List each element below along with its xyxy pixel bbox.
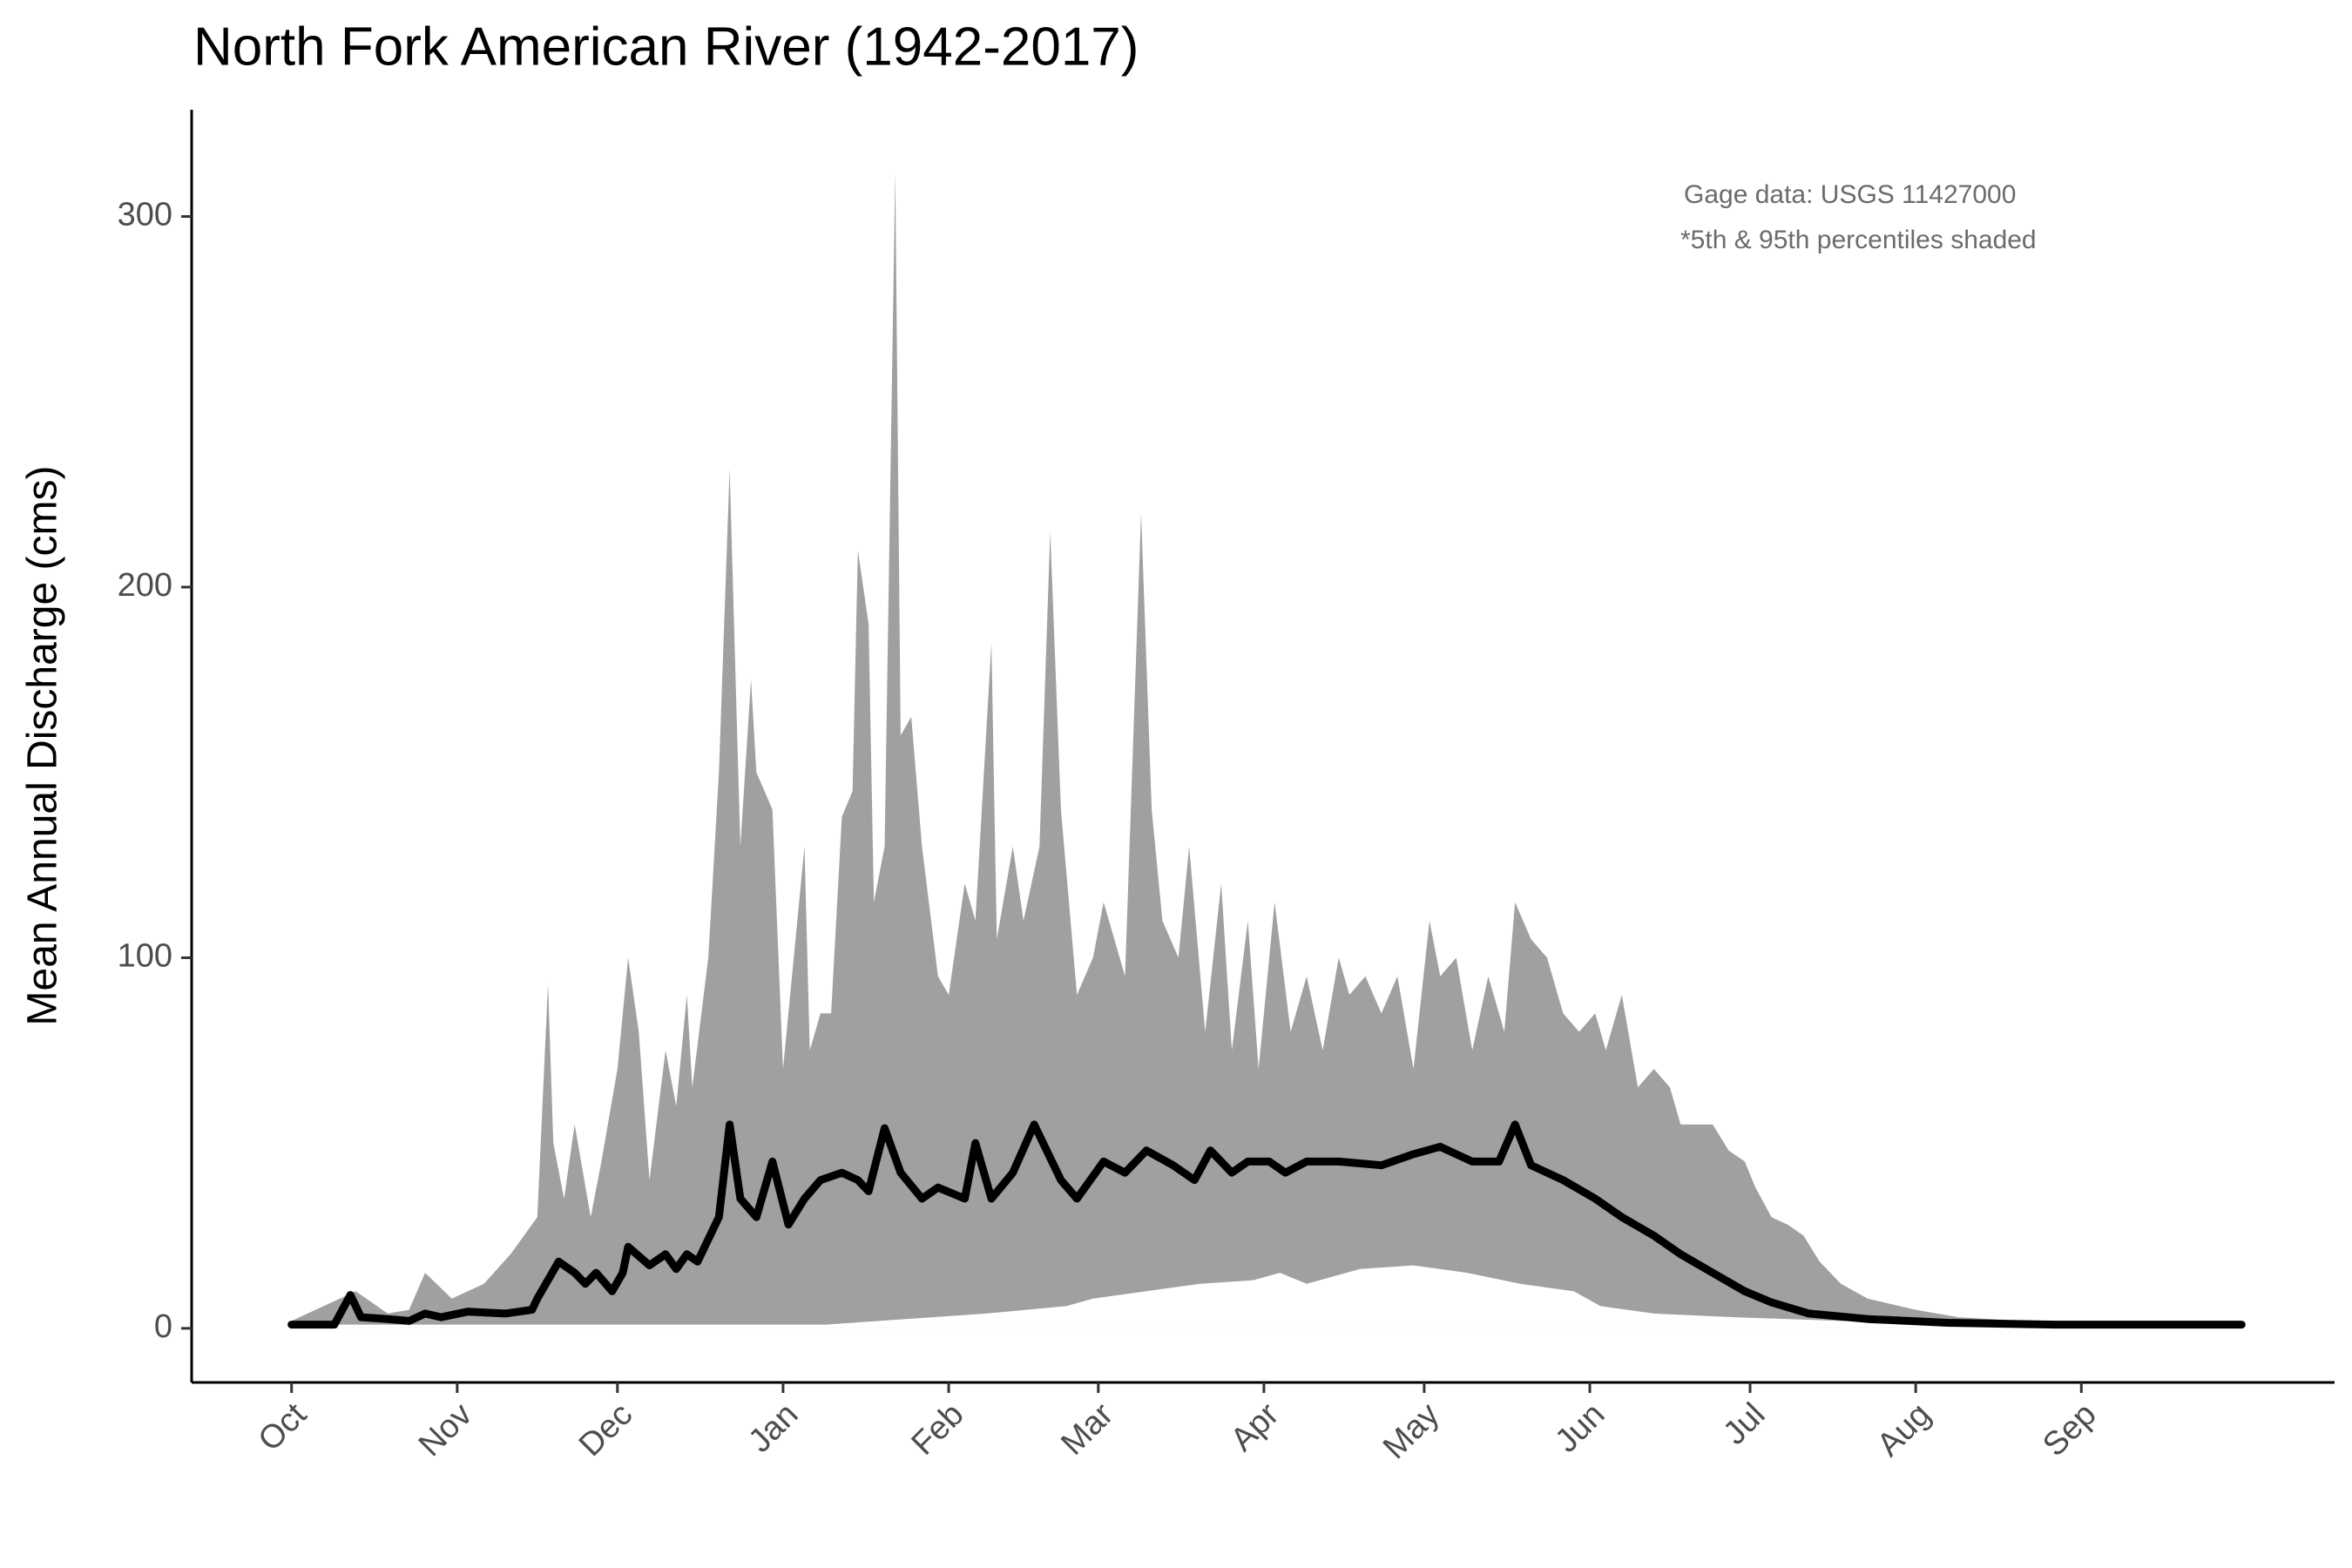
area	[291, 1265, 2242, 1328]
annotation: *5th & 95th percentiles shaded	[1680, 226, 2037, 254]
y-tick-label: 100	[118, 937, 172, 974]
area	[291, 172, 2242, 1328]
annotation: Gage data: USGS 11427000	[1684, 180, 2016, 209]
y-tick-label: 200	[118, 567, 172, 604]
chart-title: North Fork American River (1942-2017)	[193, 17, 1139, 77]
y-axis-label: Mean Annual Discharge (cms)	[20, 466, 66, 1026]
y-tick-label: 300	[118, 197, 172, 233]
y-tick-label: 0	[154, 1308, 172, 1345]
line	[287, 1120, 2246, 1329]
